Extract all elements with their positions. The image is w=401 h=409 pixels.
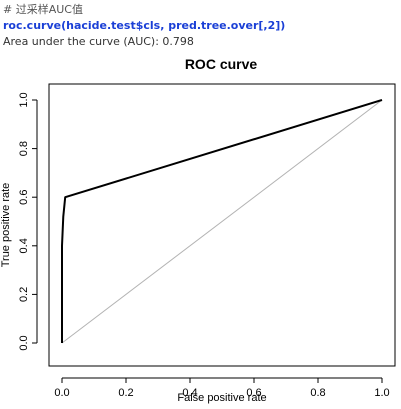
roc-curve-command: roc.curve(hacide.test$cls, pred.tree.ove… <box>3 19 286 32</box>
y-tick-label: 0.4 <box>18 238 30 253</box>
chart-title: ROC curve <box>185 56 258 72</box>
r-console-output: # 过采样AUC值 roc.curve(hacide.test$cls, pre… <box>3 2 399 50</box>
axes: 0.0 0.2 0.4 0.6 0.8 1.0 0.0 0.2 0.4 0.6 0.8 1.0 <box>18 92 390 399</box>
roc-plot: ROC curve 0.0 0.2 0.4 0.6 0.8 1.0 0.0 0.2 0.4 0.6… <box>0 50 401 409</box>
roc-chart: ROC curve 0.0 0.2 0.4 0.6 0.8 1.0 0.0 0.2 0.4 0.6… <box>0 56 396 404</box>
y-axis-label: True positive rate <box>0 183 12 268</box>
y-tick-label: 0.8 <box>18 141 30 156</box>
auc-output: Area under the curve (AUC): 0.798 <box>3 35 194 48</box>
plot-frame <box>48 83 396 367</box>
x-tick-label: 0.4 <box>182 387 197 399</box>
y-tick-label: 1.0 <box>18 92 30 107</box>
y-tick-label: 0.6 <box>18 190 30 205</box>
x-tick-label: 0.6 <box>246 387 261 399</box>
code-comment: # 过采样AUC值 <box>3 3 83 16</box>
x-axis-label: False positive rate <box>177 392 266 404</box>
series-layer <box>61 99 383 344</box>
y-tick-label: 0.0 <box>18 335 30 350</box>
roc-curve-line <box>61 99 383 343</box>
x-tick-label: 0.0 <box>54 387 69 399</box>
x-tick-label: 0.8 <box>310 387 325 399</box>
x-tick-label: 1.0 <box>374 387 389 399</box>
y-tick-label: 0.2 <box>18 287 30 302</box>
x-tick-label: 0.2 <box>118 387 133 399</box>
diagonal-reference-line <box>61 99 383 344</box>
